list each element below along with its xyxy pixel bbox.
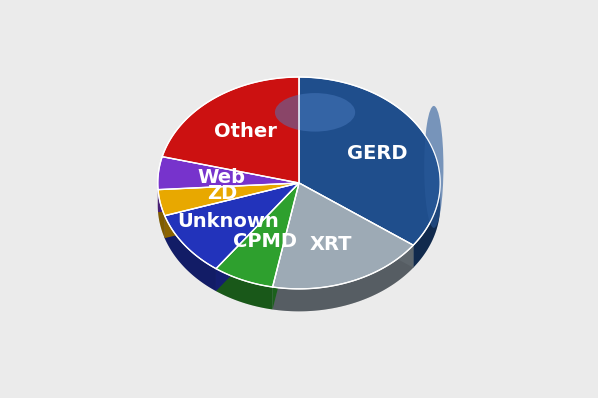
Polygon shape [216,183,299,287]
Ellipse shape [275,93,355,132]
Polygon shape [273,183,299,310]
Polygon shape [216,183,299,291]
Polygon shape [299,183,413,268]
Text: ZD: ZD [208,184,238,203]
Polygon shape [158,156,299,189]
Polygon shape [299,183,413,268]
Polygon shape [162,77,299,183]
Text: XRT: XRT [310,234,352,254]
Polygon shape [273,183,413,289]
Ellipse shape [424,106,444,228]
Polygon shape [164,183,299,238]
Polygon shape [158,183,299,212]
Text: Unknown: Unknown [177,212,279,231]
Polygon shape [273,183,299,310]
Polygon shape [413,183,440,268]
Polygon shape [273,245,413,311]
Polygon shape [158,183,299,216]
Polygon shape [164,183,299,238]
Polygon shape [299,77,440,245]
Text: Web: Web [198,168,246,187]
Ellipse shape [158,100,440,311]
Text: GERD: GERD [347,144,407,163]
Text: CPMD: CPMD [233,232,297,251]
Polygon shape [164,216,216,291]
Polygon shape [216,269,273,310]
Polygon shape [164,183,299,269]
Polygon shape [216,183,299,291]
Polygon shape [158,183,299,212]
Polygon shape [158,189,164,238]
Text: Other: Other [214,121,277,140]
